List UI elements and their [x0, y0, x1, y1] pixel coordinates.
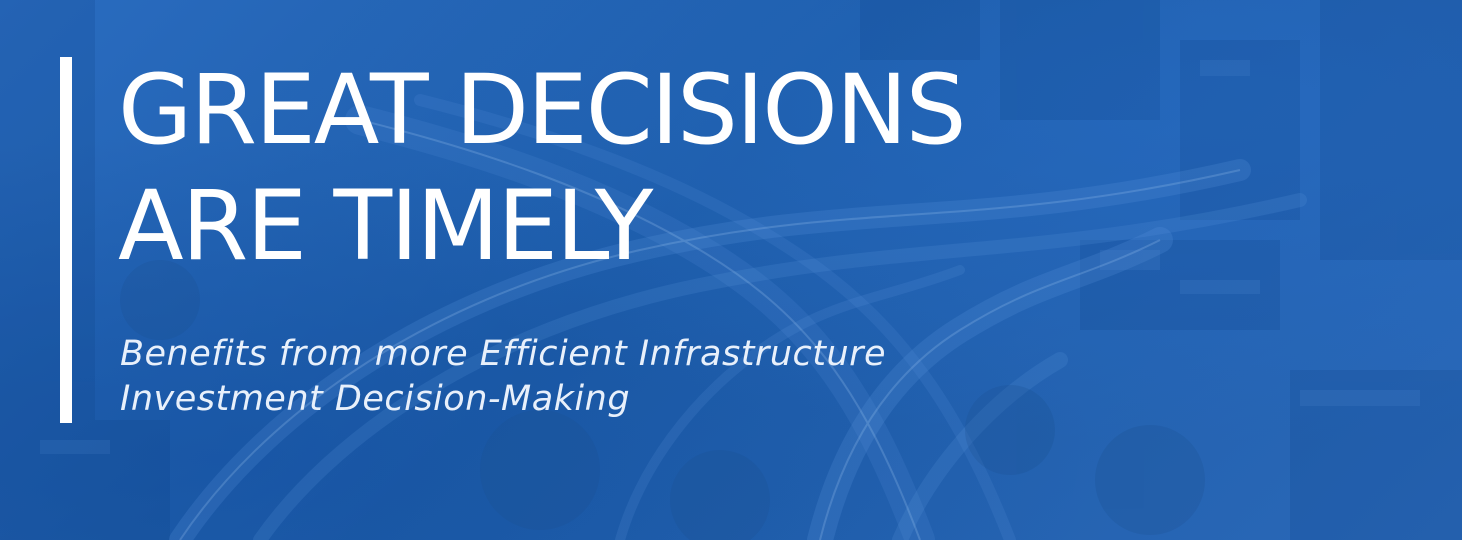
headline-line-2: ARE TIMELY — [118, 170, 653, 282]
subheading: Benefits from more Efficient Infrastruct… — [120, 332, 886, 422]
accent-bar — [60, 57, 72, 423]
subheading-line-1: Benefits from more Efficient Infrastruct… — [120, 334, 887, 374]
subheading-line-2: Investment Decision-Making — [120, 379, 631, 419]
headline-line-1: GREAT DECISIONS — [118, 54, 967, 166]
headline: GREAT DECISIONS ARE TIMELY — [118, 52, 967, 284]
